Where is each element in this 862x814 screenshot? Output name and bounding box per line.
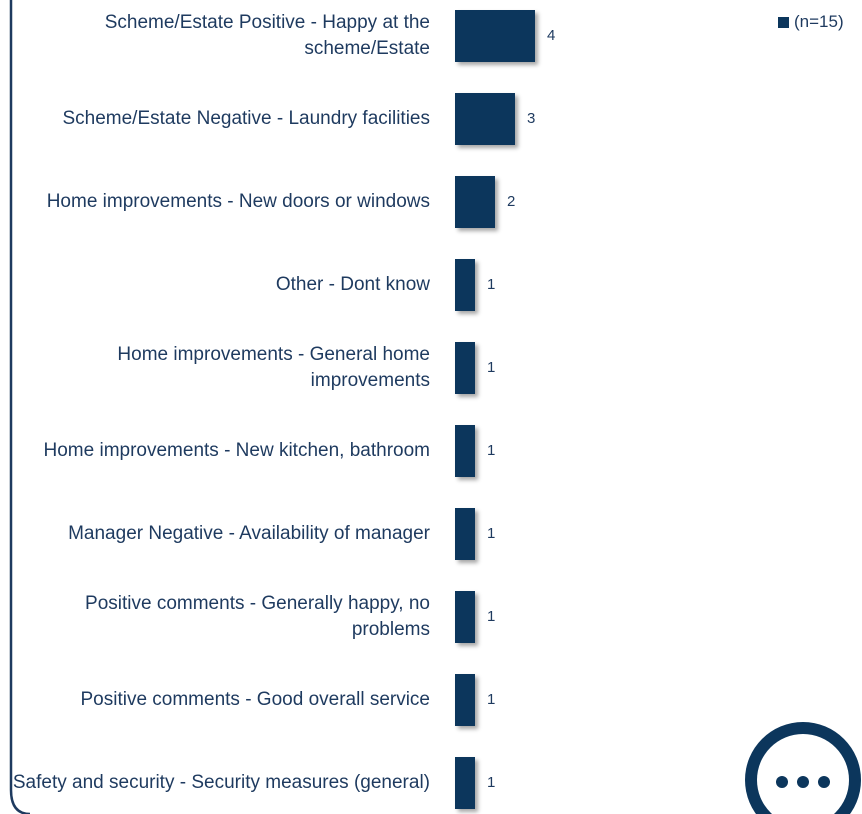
bar xyxy=(455,259,475,311)
bar xyxy=(455,10,535,62)
bar xyxy=(455,591,475,643)
value-label: 1 xyxy=(487,525,496,542)
value-label: 2 xyxy=(507,193,516,210)
bar xyxy=(455,176,495,228)
bar xyxy=(455,93,515,145)
category-label: Other - Dont know xyxy=(275,274,430,295)
value-label: 3 xyxy=(527,110,536,127)
value-label: 1 xyxy=(487,359,496,376)
category-label: Positive comments - Generally happy, no … xyxy=(85,593,430,640)
category-label: Home improvements - New doors or windows xyxy=(46,191,430,212)
value-label: 1 xyxy=(487,691,496,708)
legend: (n=15) xyxy=(778,12,844,32)
category-label: Safety and security - Security measures … xyxy=(12,772,430,793)
bar xyxy=(455,342,475,394)
value-label: 1 xyxy=(487,442,496,459)
category-label: Manager Negative - Availability of manag… xyxy=(68,523,430,544)
bar xyxy=(455,508,475,560)
category-label: Home improvements - New kitchen, bathroo… xyxy=(43,440,430,461)
value-label: 1 xyxy=(487,276,496,293)
category-label: Scheme/Estate Negative - Laundry facilit… xyxy=(62,108,430,129)
category-label: Scheme/Estate Positive - Happy at the sc… xyxy=(104,12,430,59)
bar xyxy=(455,425,475,477)
value-label: 1 xyxy=(487,774,496,791)
legend-swatch xyxy=(778,16,789,28)
legend-label: (n=15) xyxy=(794,12,844,31)
chat-icon xyxy=(745,722,861,814)
category-label: Positive comments - Good overall service xyxy=(80,689,430,710)
value-label: 4 xyxy=(547,27,556,44)
bar xyxy=(455,674,475,726)
bar xyxy=(455,757,475,809)
category-label: Home improvements - General home improve… xyxy=(117,344,430,391)
value-label: 1 xyxy=(487,608,496,625)
